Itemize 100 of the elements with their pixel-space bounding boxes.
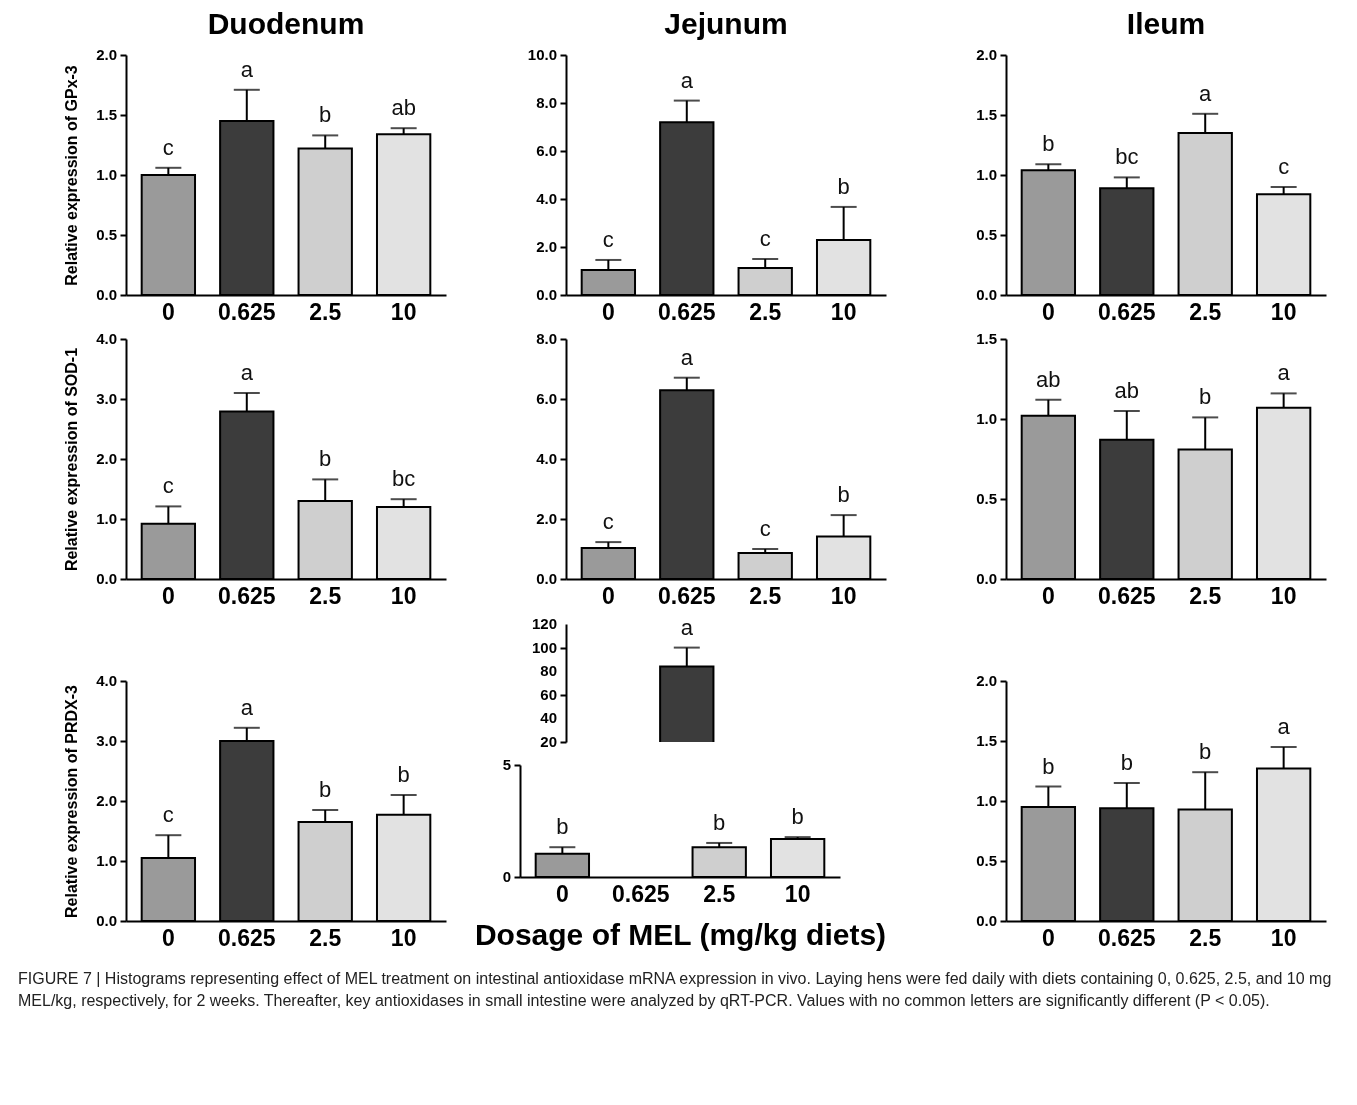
annotation: a [680, 67, 694, 93]
y-tick-label: 40 [540, 709, 557, 727]
x-tick-label: 2.5 [703, 880, 736, 907]
x-tick-label: 0 [601, 582, 615, 609]
x-tick-label: 10 [1270, 924, 1297, 951]
y-tick-label: 2.0 [96, 46, 117, 63]
x-tick-label: 10 [390, 924, 417, 951]
y-tick-label: 4.0 [536, 450, 557, 467]
y-tick-label: 0.5 [96, 226, 117, 243]
caption: FIGURE 7 | Histograms representing effect of MEL treatment on intestinal antioxidase mRNA expression in vivo. Laying hens were fed daily with diets containing 0, 0.625, 2.5, and 10 mg MEL/kg, respectively, for 2 weeks. Thereafter, key antioxidases in small intestine were analyzed by qRT-PCR. Values with no common letters are significantly different (P < 0.05). [18, 969, 1333, 1011]
annotation: a [240, 360, 254, 385]
annotation: b [1199, 384, 1212, 410]
y-tick-label: 6.0 [536, 142, 557, 159]
y-tick-label: 0.5 [976, 852, 997, 869]
x-tick-label: 0 [161, 298, 175, 325]
y-axis-title: Relative expression of GPx-3 [62, 65, 80, 286]
x-tick-label: 0.625 [1098, 582, 1156, 609]
annotation: b [397, 762, 410, 787]
annotation: c [602, 509, 614, 535]
y-tick-label: 1.0 [976, 166, 997, 183]
y-tick-label: 80 [540, 662, 557, 680]
annotation: a [680, 344, 694, 370]
x-tick-label: 2.5 [749, 298, 782, 325]
y-tick-label: 4.0 [96, 672, 117, 689]
y-tick-label: 1.5 [976, 732, 997, 749]
annotation: c [162, 134, 174, 160]
annotation: b [1042, 753, 1055, 779]
x-tick-label: 0 [1041, 924, 1055, 951]
annotation: c [1278, 154, 1290, 179]
y-tick-label: 4.0 [96, 330, 117, 347]
y-tick-label: 100 [531, 638, 557, 656]
x-tick-label: 2.5 [1189, 582, 1222, 609]
annotation: a [1199, 80, 1213, 106]
y-tick-label: 8.0 [536, 94, 557, 111]
y-tick-label: 0.0 [96, 570, 117, 587]
x-tick-label: 0.625 [612, 880, 670, 907]
annotation: c [162, 473, 174, 499]
x-tick-label: 10 [830, 582, 857, 609]
annotation: a [1277, 360, 1291, 386]
y-tick-label: 0.0 [976, 570, 997, 587]
y-axis-title: Relative expression of PRDX-3 [62, 684, 80, 918]
x-tick-label: 10 [390, 582, 417, 609]
x-tick-label: 0.625 [218, 298, 276, 325]
y-tick-label: 2.0 [976, 46, 997, 63]
y-tick-label: 3.0 [96, 732, 117, 749]
annotation: b [319, 102, 332, 128]
y-tick-label: 2.0 [976, 672, 997, 689]
x-tick-label: 2.5 [309, 582, 342, 609]
annotation: a [1277, 714, 1291, 739]
x-tick-label: 0.625 [1098, 298, 1156, 325]
annotation: c [759, 516, 771, 541]
y-tick-label: 1.5 [976, 106, 997, 123]
x-tick-label: 10 [1270, 582, 1297, 609]
y-tick-label: 0.0 [96, 286, 117, 303]
y-tick-label: 3.0 [96, 390, 117, 407]
annotation: a [240, 56, 254, 82]
annotation: c [602, 226, 614, 252]
y-tick-label: 20 [540, 733, 557, 750]
y-tick-label: 6.0 [536, 390, 557, 407]
annotation: c [162, 802, 174, 828]
x-tick-label: 0.625 [218, 582, 276, 609]
x-axis-title: Dosage of MEL (mg/kg diets) [474, 917, 887, 951]
y-tick-label: 1.0 [976, 792, 997, 809]
y-tick-label: 2.0 [536, 238, 557, 255]
chart-title: Ileum [1126, 7, 1206, 40]
x-tick-label: 0 [601, 298, 615, 325]
annotation: bc [1115, 144, 1139, 170]
x-tick-label: 0.625 [218, 924, 276, 951]
annotation: b [1042, 131, 1055, 157]
annotation: b [1120, 750, 1133, 775]
y-tick-label: 0.0 [96, 912, 117, 929]
annotation: bc [392, 466, 416, 492]
x-tick-label: 0.625 [1098, 924, 1156, 951]
annotation: b [319, 446, 332, 472]
annotation: b [837, 173, 850, 199]
y-tick-label: 2.0 [96, 450, 117, 467]
annotation: b [556, 814, 569, 840]
x-tick-label: 2.5 [1189, 298, 1222, 325]
y-tick-label: 0.5 [976, 490, 997, 507]
y-tick-label: 60 [540, 685, 557, 703]
annotation: ab [1114, 378, 1140, 403]
annotation: b [1199, 739, 1212, 765]
y-tick-label: 5 [502, 756, 511, 773]
x-tick-label: 0.625 [658, 582, 716, 609]
y-tick-label: 10.0 [527, 46, 557, 63]
y-tick-label: 2.0 [96, 792, 117, 809]
x-tick-label: 10 [390, 298, 417, 325]
y-tick-label: 0.5 [976, 226, 997, 243]
x-tick-label: 2.5 [1189, 924, 1222, 951]
annotation: a [680, 614, 694, 640]
annotation: b [791, 804, 804, 830]
x-tick-label: 0 [1041, 582, 1055, 609]
y-tick-label: 120 [531, 615, 557, 632]
y-tick-label: 0.0 [976, 912, 997, 929]
y-tick-label: 0.0 [536, 286, 557, 303]
y-tick-label: 4.0 [536, 190, 557, 207]
y-tick-label: 1.0 [976, 410, 997, 427]
annotation: ab [1036, 366, 1061, 392]
x-tick-label: 10 [1270, 298, 1297, 325]
annotation: a [240, 694, 254, 720]
